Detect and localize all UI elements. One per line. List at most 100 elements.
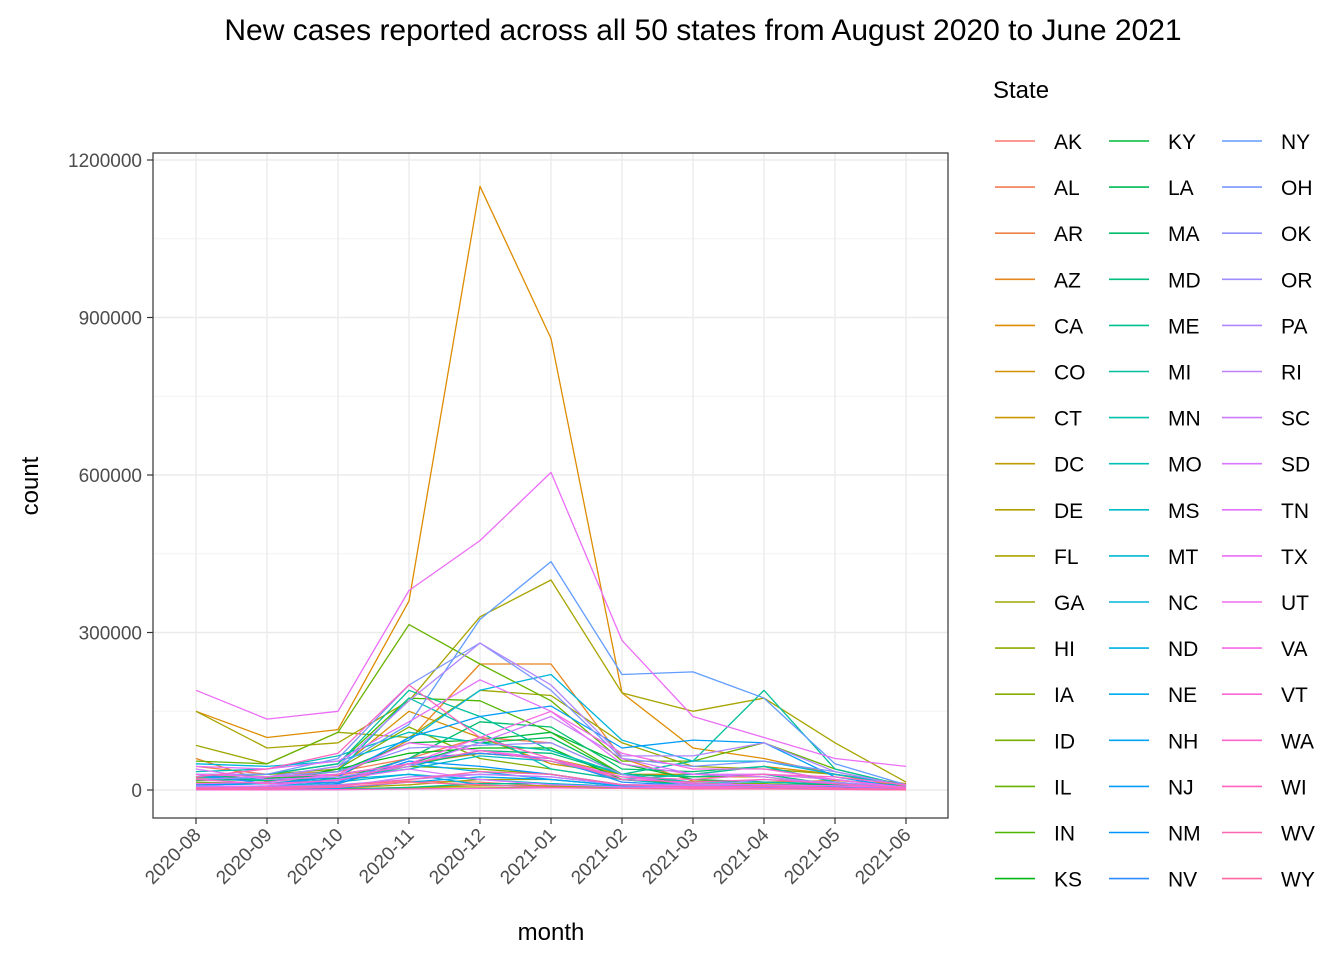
- legend-label: AL: [1054, 177, 1080, 200]
- legend-item-nv: NV: [1109, 869, 1197, 892]
- legend-item-co: CO: [995, 362, 1086, 385]
- legend-item-ut: UT: [1222, 592, 1309, 615]
- legend-item-wa: WA: [1222, 730, 1314, 753]
- legend-label: RI: [1281, 362, 1302, 385]
- legend-item-md: MD: [1109, 269, 1201, 292]
- series-line-wi: [195, 684, 907, 790]
- legend-item-mo: MO: [1109, 454, 1202, 477]
- legend-item-ny: NY: [1222, 131, 1310, 154]
- legend-label: IN: [1054, 823, 1075, 846]
- legend-label: WV: [1281, 823, 1315, 846]
- legend-item-de: DE: [995, 500, 1083, 523]
- legend-item-ca: CA: [995, 315, 1083, 338]
- legend-label: SC: [1281, 408, 1310, 431]
- legend-label: UT: [1281, 592, 1309, 615]
- legend-item-ne: NE: [1109, 684, 1197, 707]
- legend-label: DE: [1054, 500, 1083, 523]
- y-tick-label: 600000: [79, 466, 142, 487]
- legend-label: MS: [1168, 500, 1200, 523]
- legend-item-or: OR: [1222, 269, 1313, 292]
- series-line-nj: [195, 705, 907, 789]
- legend-item-vt: VT: [1222, 684, 1308, 707]
- legend-item-nm: NM: [1109, 823, 1201, 846]
- legend-label: FL: [1054, 546, 1079, 569]
- legend-label: PA: [1281, 315, 1307, 338]
- legend-item-pa: PA: [1222, 315, 1307, 338]
- legend-item-al: AL: [995, 177, 1080, 200]
- legend-item-dc: DC: [995, 454, 1084, 477]
- legend-label: IA: [1054, 684, 1074, 707]
- legend-label: MO: [1168, 454, 1202, 477]
- legend-label: HI: [1054, 638, 1075, 661]
- chart-title: New cases reported across all 50 states …: [224, 14, 1181, 47]
- legend-label: NC: [1168, 592, 1198, 615]
- series-line-il: [195, 623, 907, 787]
- legend-label: LA: [1168, 177, 1194, 200]
- legend-item-ak: AK: [995, 131, 1082, 154]
- legend-label: KS: [1054, 869, 1082, 892]
- legend-label: NY: [1281, 131, 1310, 154]
- legend-item-wi: WI: [1222, 776, 1307, 799]
- legend-label: WA: [1281, 730, 1314, 753]
- legend-label: ID: [1054, 730, 1075, 753]
- series-line-mo: [195, 731, 907, 786]
- legend-label: SD: [1281, 454, 1310, 477]
- y-tick-label: 900000: [79, 309, 142, 330]
- legend-label: NJ: [1168, 776, 1194, 799]
- legend-item-ct: CT: [995, 408, 1082, 431]
- legend-label: TX: [1281, 546, 1308, 569]
- legend-item-ar: AR: [995, 223, 1083, 246]
- legend-item-va: VA: [1222, 638, 1307, 661]
- legend-item-tn: TN: [1222, 500, 1309, 523]
- major-gridlines: [153, 153, 948, 818]
- legend-item-ma: MA: [1109, 223, 1200, 246]
- legend-label: ND: [1168, 638, 1198, 661]
- legend-item-il: IL: [995, 776, 1072, 799]
- series-lines: [195, 185, 907, 791]
- series-line-va: [195, 710, 907, 790]
- legend-item-sd: SD: [1222, 454, 1310, 477]
- legend-item-nj: NJ: [1109, 776, 1194, 799]
- legend-label: OR: [1281, 269, 1313, 292]
- legend-label: GA: [1054, 592, 1084, 615]
- legend-label: DC: [1054, 454, 1084, 477]
- legend-item-ky: KY: [1109, 131, 1196, 154]
- legend-item-ks: KS: [995, 869, 1082, 892]
- legend-label: WY: [1281, 869, 1315, 892]
- legend-item-ok: OK: [1222, 223, 1311, 246]
- legend-item-nd: ND: [1109, 638, 1198, 661]
- legend-label: MN: [1168, 408, 1201, 431]
- legend-item-ia: IA: [995, 684, 1074, 707]
- legend: State AK AL AR AZ CA CO CT DC DE FL GA HI IA ID IL IN KS…: [993, 77, 1315, 892]
- legend-label: ME: [1168, 315, 1200, 338]
- legend-label: VA: [1281, 638, 1307, 661]
- series-line-wa: [195, 749, 907, 786]
- legend-item-mi: MI: [1109, 362, 1191, 385]
- legend-label: NM: [1168, 823, 1201, 846]
- legend-label: MA: [1168, 223, 1200, 246]
- y-tick-label: 0: [131, 781, 142, 802]
- y-tick-label: 1200000: [68, 151, 142, 172]
- legend-label: MI: [1168, 362, 1191, 385]
- series-line-wv: [195, 770, 907, 791]
- legend-item-ga: GA: [995, 592, 1084, 615]
- y-axis-label: count: [17, 456, 44, 515]
- legend-item-hi: HI: [995, 638, 1075, 661]
- legend-label: AR: [1054, 223, 1083, 246]
- legend-label: NV: [1168, 869, 1197, 892]
- legend-label: MT: [1168, 546, 1198, 569]
- legend-item-wv: WV: [1222, 823, 1315, 846]
- legend-label: OK: [1281, 223, 1311, 246]
- series-line-tx: [195, 471, 907, 768]
- legend-item-mn: MN: [1109, 408, 1201, 431]
- legend-label: AZ: [1054, 269, 1081, 292]
- legend-label: MD: [1168, 269, 1201, 292]
- x-axis-label: month: [518, 919, 585, 946]
- legend-item-az: AZ: [995, 269, 1081, 292]
- legend-label: NH: [1168, 730, 1198, 753]
- legend-label: KY: [1168, 131, 1196, 154]
- legend-item-oh: OH: [1222, 177, 1313, 200]
- legend-item-wy: WY: [1222, 869, 1315, 892]
